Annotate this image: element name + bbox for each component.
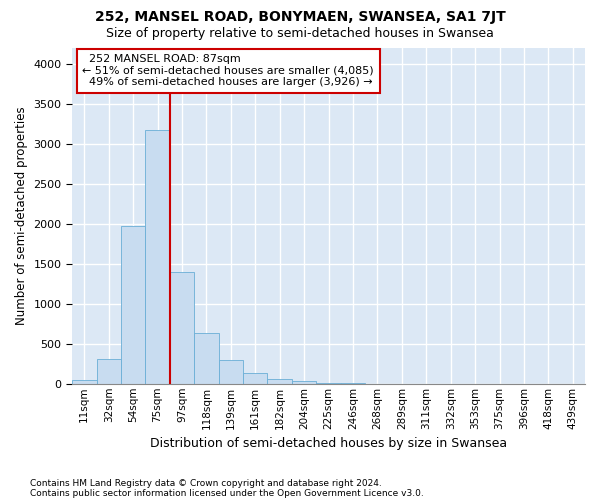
Y-axis label: Number of semi-detached properties: Number of semi-detached properties — [15, 106, 28, 325]
Bar — [218, 360, 243, 384]
Bar — [316, 383, 341, 384]
Bar — [243, 374, 268, 384]
Text: Size of property relative to semi-detached houses in Swansea: Size of property relative to semi-detach… — [106, 28, 494, 40]
Bar — [145, 130, 170, 384]
Bar — [292, 382, 316, 384]
Bar — [170, 272, 194, 384]
Bar — [121, 226, 145, 384]
Text: 252 MANSEL ROAD: 87sqm
← 51% of semi-detached houses are smaller (4,085)
  49% o: 252 MANSEL ROAD: 87sqm ← 51% of semi-det… — [82, 54, 374, 88]
Bar — [97, 359, 121, 384]
Bar — [194, 332, 218, 384]
Bar — [72, 380, 97, 384]
Text: Contains public sector information licensed under the Open Government Licence v3: Contains public sector information licen… — [30, 488, 424, 498]
Text: 252, MANSEL ROAD, BONYMAEN, SWANSEA, SA1 7JT: 252, MANSEL ROAD, BONYMAEN, SWANSEA, SA1… — [95, 10, 505, 24]
X-axis label: Distribution of semi-detached houses by size in Swansea: Distribution of semi-detached houses by … — [150, 437, 507, 450]
Bar — [268, 379, 292, 384]
Text: Contains HM Land Registry data © Crown copyright and database right 2024.: Contains HM Land Registry data © Crown c… — [30, 478, 382, 488]
